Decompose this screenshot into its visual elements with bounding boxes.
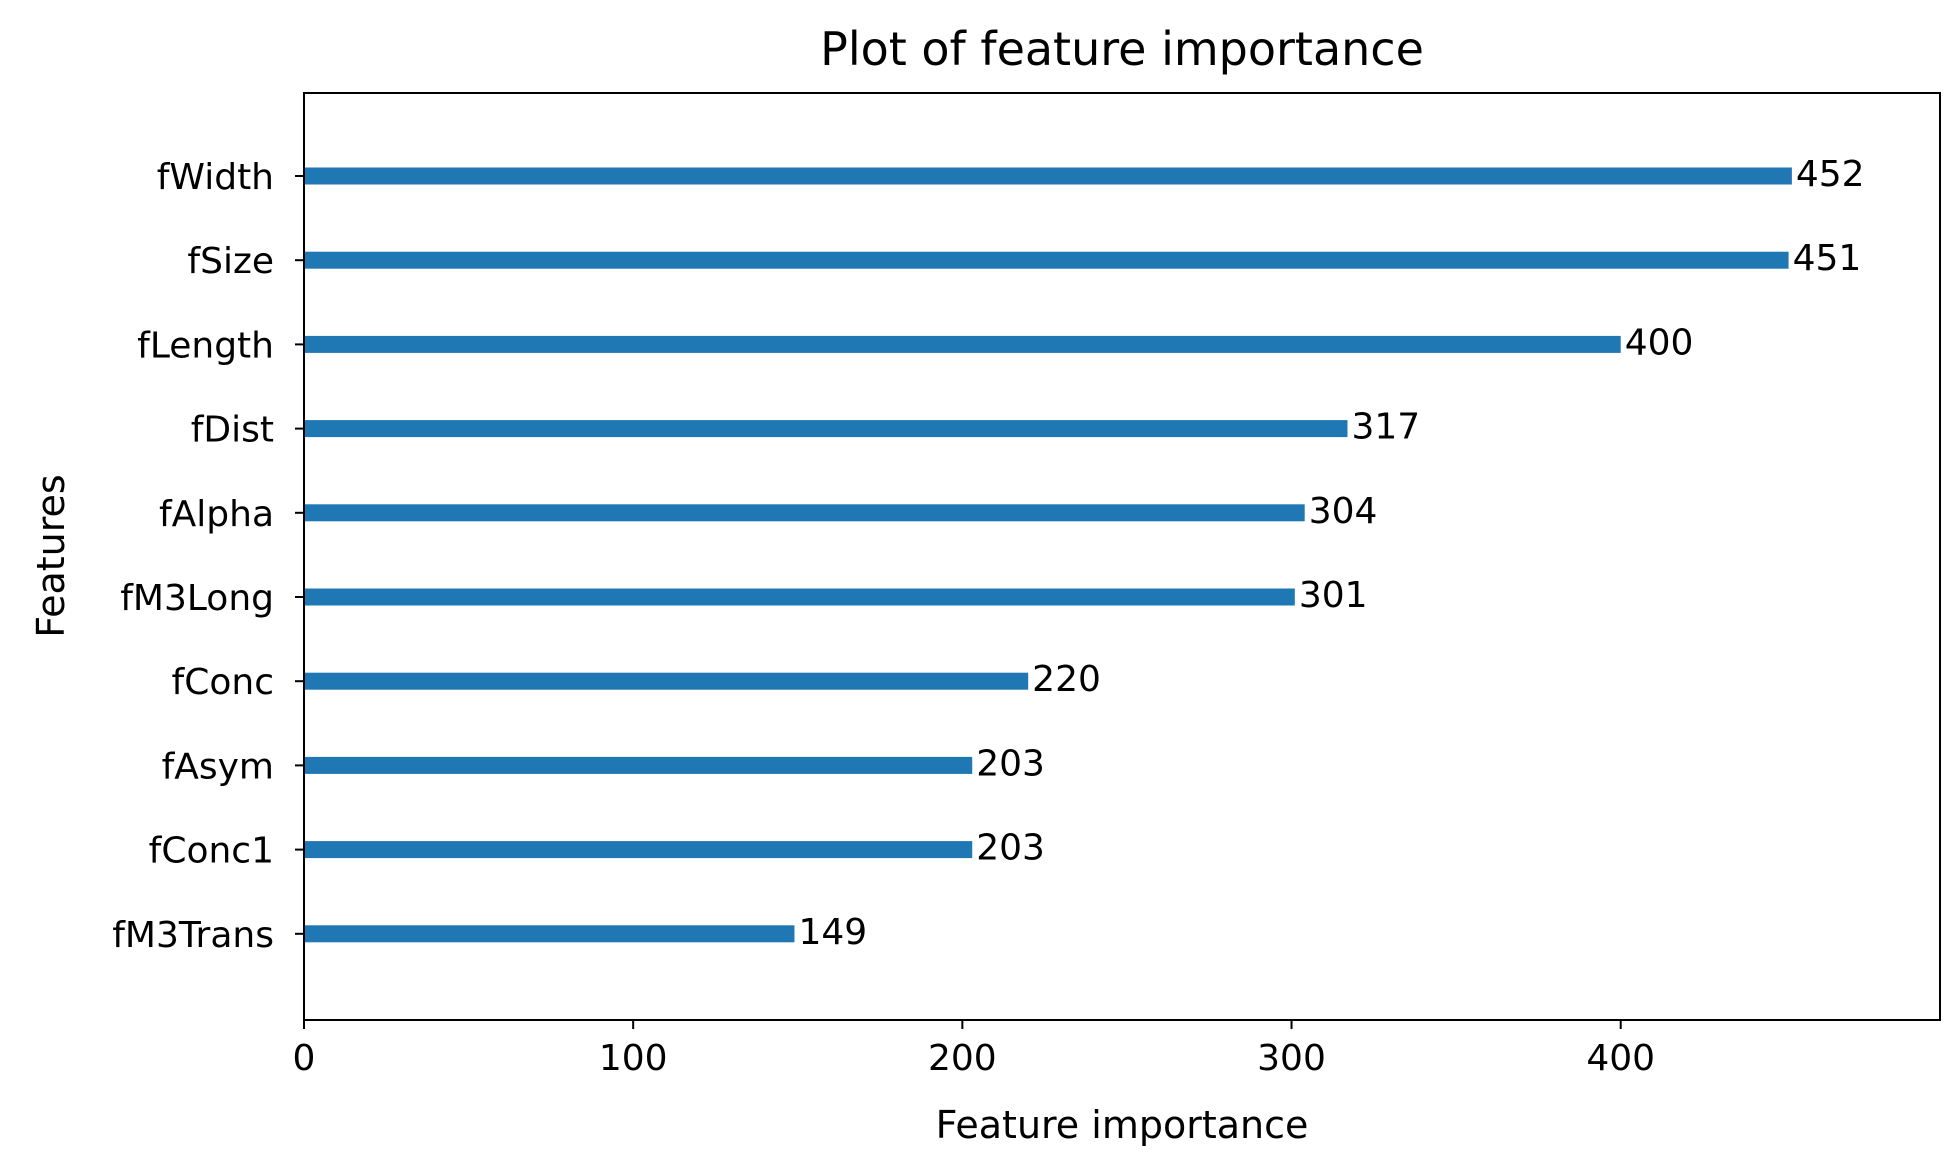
data-label-fDist: 317 <box>1351 407 1420 448</box>
data-label-fSize: 451 <box>1793 238 1862 279</box>
bar-fConc1 <box>304 841 973 859</box>
y-tick-label-fDist: fDist <box>191 410 274 451</box>
y-tick-label-fSize: fSize <box>187 241 274 282</box>
data-label-fConc: 220 <box>1032 659 1101 700</box>
y-axis-label: Features <box>29 474 73 637</box>
data-label-fLength: 400 <box>1625 322 1694 363</box>
y-tick-label-fAsym: fAsym <box>162 746 274 787</box>
y-tick-label-fAlpha: fAlpha <box>159 494 274 535</box>
bar-fConc <box>304 672 1029 690</box>
bar-fLength <box>304 335 1621 353</box>
x-tick-label-200: 200 <box>928 1038 997 1079</box>
y-tick-label-fConc1: fConc1 <box>149 831 274 872</box>
y-tick-label-fConc: fConc <box>172 662 274 703</box>
y-tick-label-fM3Long: fM3Long <box>120 578 274 619</box>
bar-fAlpha <box>304 504 1305 522</box>
x-tick-label-300: 300 <box>1257 1038 1326 1079</box>
plot-area: fWidth 452 fSize 451 fLength 400 fDist 317 fAlph… <box>112 154 1864 1079</box>
plot-frame <box>303 92 1941 1021</box>
x-tick-label-0: 0 <box>293 1038 316 1079</box>
y-tick-label-fLength: fLength <box>137 325 274 366</box>
x-tick-label-100: 100 <box>599 1038 668 1079</box>
data-label-fM3Trans: 149 <box>798 912 867 953</box>
data-label-fAsym: 203 <box>976 743 1045 784</box>
bar-fSize <box>304 251 1789 269</box>
bar-fM3Long <box>304 588 1295 606</box>
bar-fAsym <box>304 756 973 774</box>
y-tick-label-fWidth: fWidth <box>157 157 274 198</box>
x-tick-label-400: 400 <box>1586 1038 1655 1079</box>
data-label-fM3Long: 301 <box>1299 575 1368 616</box>
data-label-fAlpha: 304 <box>1309 491 1378 532</box>
data-label-fConc1: 203 <box>976 828 1045 869</box>
bar-fM3Trans <box>304 925 795 943</box>
x-axis-label: Feature importance <box>936 1103 1309 1147</box>
chart-title: Plot of feature importance <box>820 22 1424 76</box>
bar-fDist <box>304 420 1348 438</box>
data-label-fWidth: 452 <box>1796 154 1865 195</box>
y-tick-label-fM3Trans: fM3Trans <box>112 915 274 956</box>
bar-fWidth <box>304 167 1792 185</box>
